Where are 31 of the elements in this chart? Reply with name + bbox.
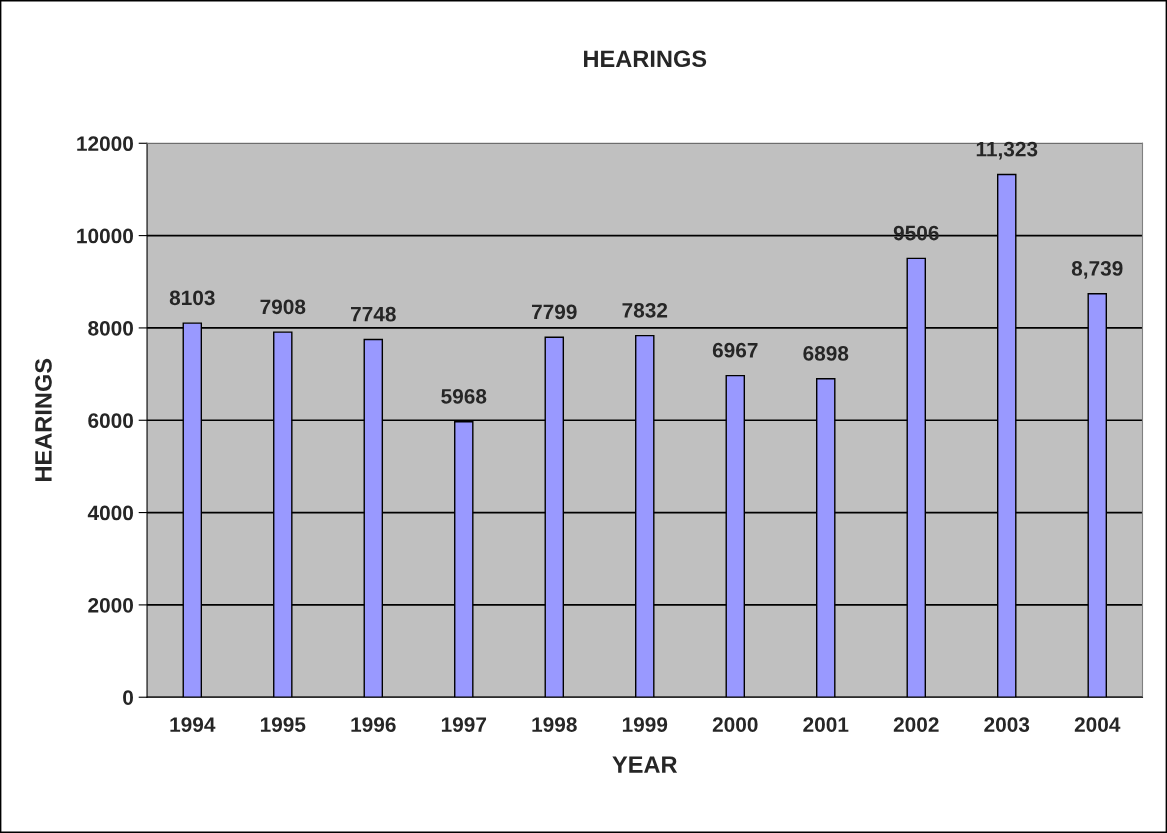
x-tick-label: 1997 <box>441 717 487 732</box>
x-tick-label: 1994 <box>170 717 216 732</box>
x-tick-label: 1996 <box>351 717 396 732</box>
data-label: 7908 <box>260 299 306 315</box>
data-label: 7832 <box>622 302 668 318</box>
data-label: 7748 <box>351 306 396 322</box>
x-tick-label: 2002 <box>893 717 939 732</box>
y-tick-label: 6000 <box>88 413 133 428</box>
data-label: 11,323 <box>976 141 1038 160</box>
x-tick-label: 2004 <box>1074 717 1121 732</box>
data-label: 6967 <box>712 342 758 358</box>
data-label: 5968 <box>441 388 487 404</box>
data-label: 8,739 <box>1071 261 1123 279</box>
data-label: 6898 <box>803 346 849 361</box>
y-tick-label: 12000 <box>77 136 133 152</box>
x-tick-label: 2000 <box>712 717 758 732</box>
y-axis-title: HEARINGS <box>35 358 52 481</box>
data-label: 8103 <box>169 290 215 306</box>
y-tick-label: 0 <box>123 690 133 705</box>
x-tick-label: 1995 <box>260 717 306 732</box>
x-tick-label: 2001 <box>803 717 849 732</box>
y-tick-label: 10000 <box>77 228 133 244</box>
x-tick-label: 1998 <box>532 717 577 732</box>
chart-title: HEARINGS <box>584 50 707 68</box>
y-tick-label: 4000 <box>87 505 133 521</box>
y-tick-label: 8000 <box>88 320 133 336</box>
data-label: 7799 <box>532 304 577 320</box>
x-axis-title: YEAR <box>612 756 678 773</box>
y-tick-label: 2000 <box>88 597 133 613</box>
x-tick-label: 2003 <box>984 717 1030 732</box>
x-tick-label: 1999 <box>622 717 668 732</box>
